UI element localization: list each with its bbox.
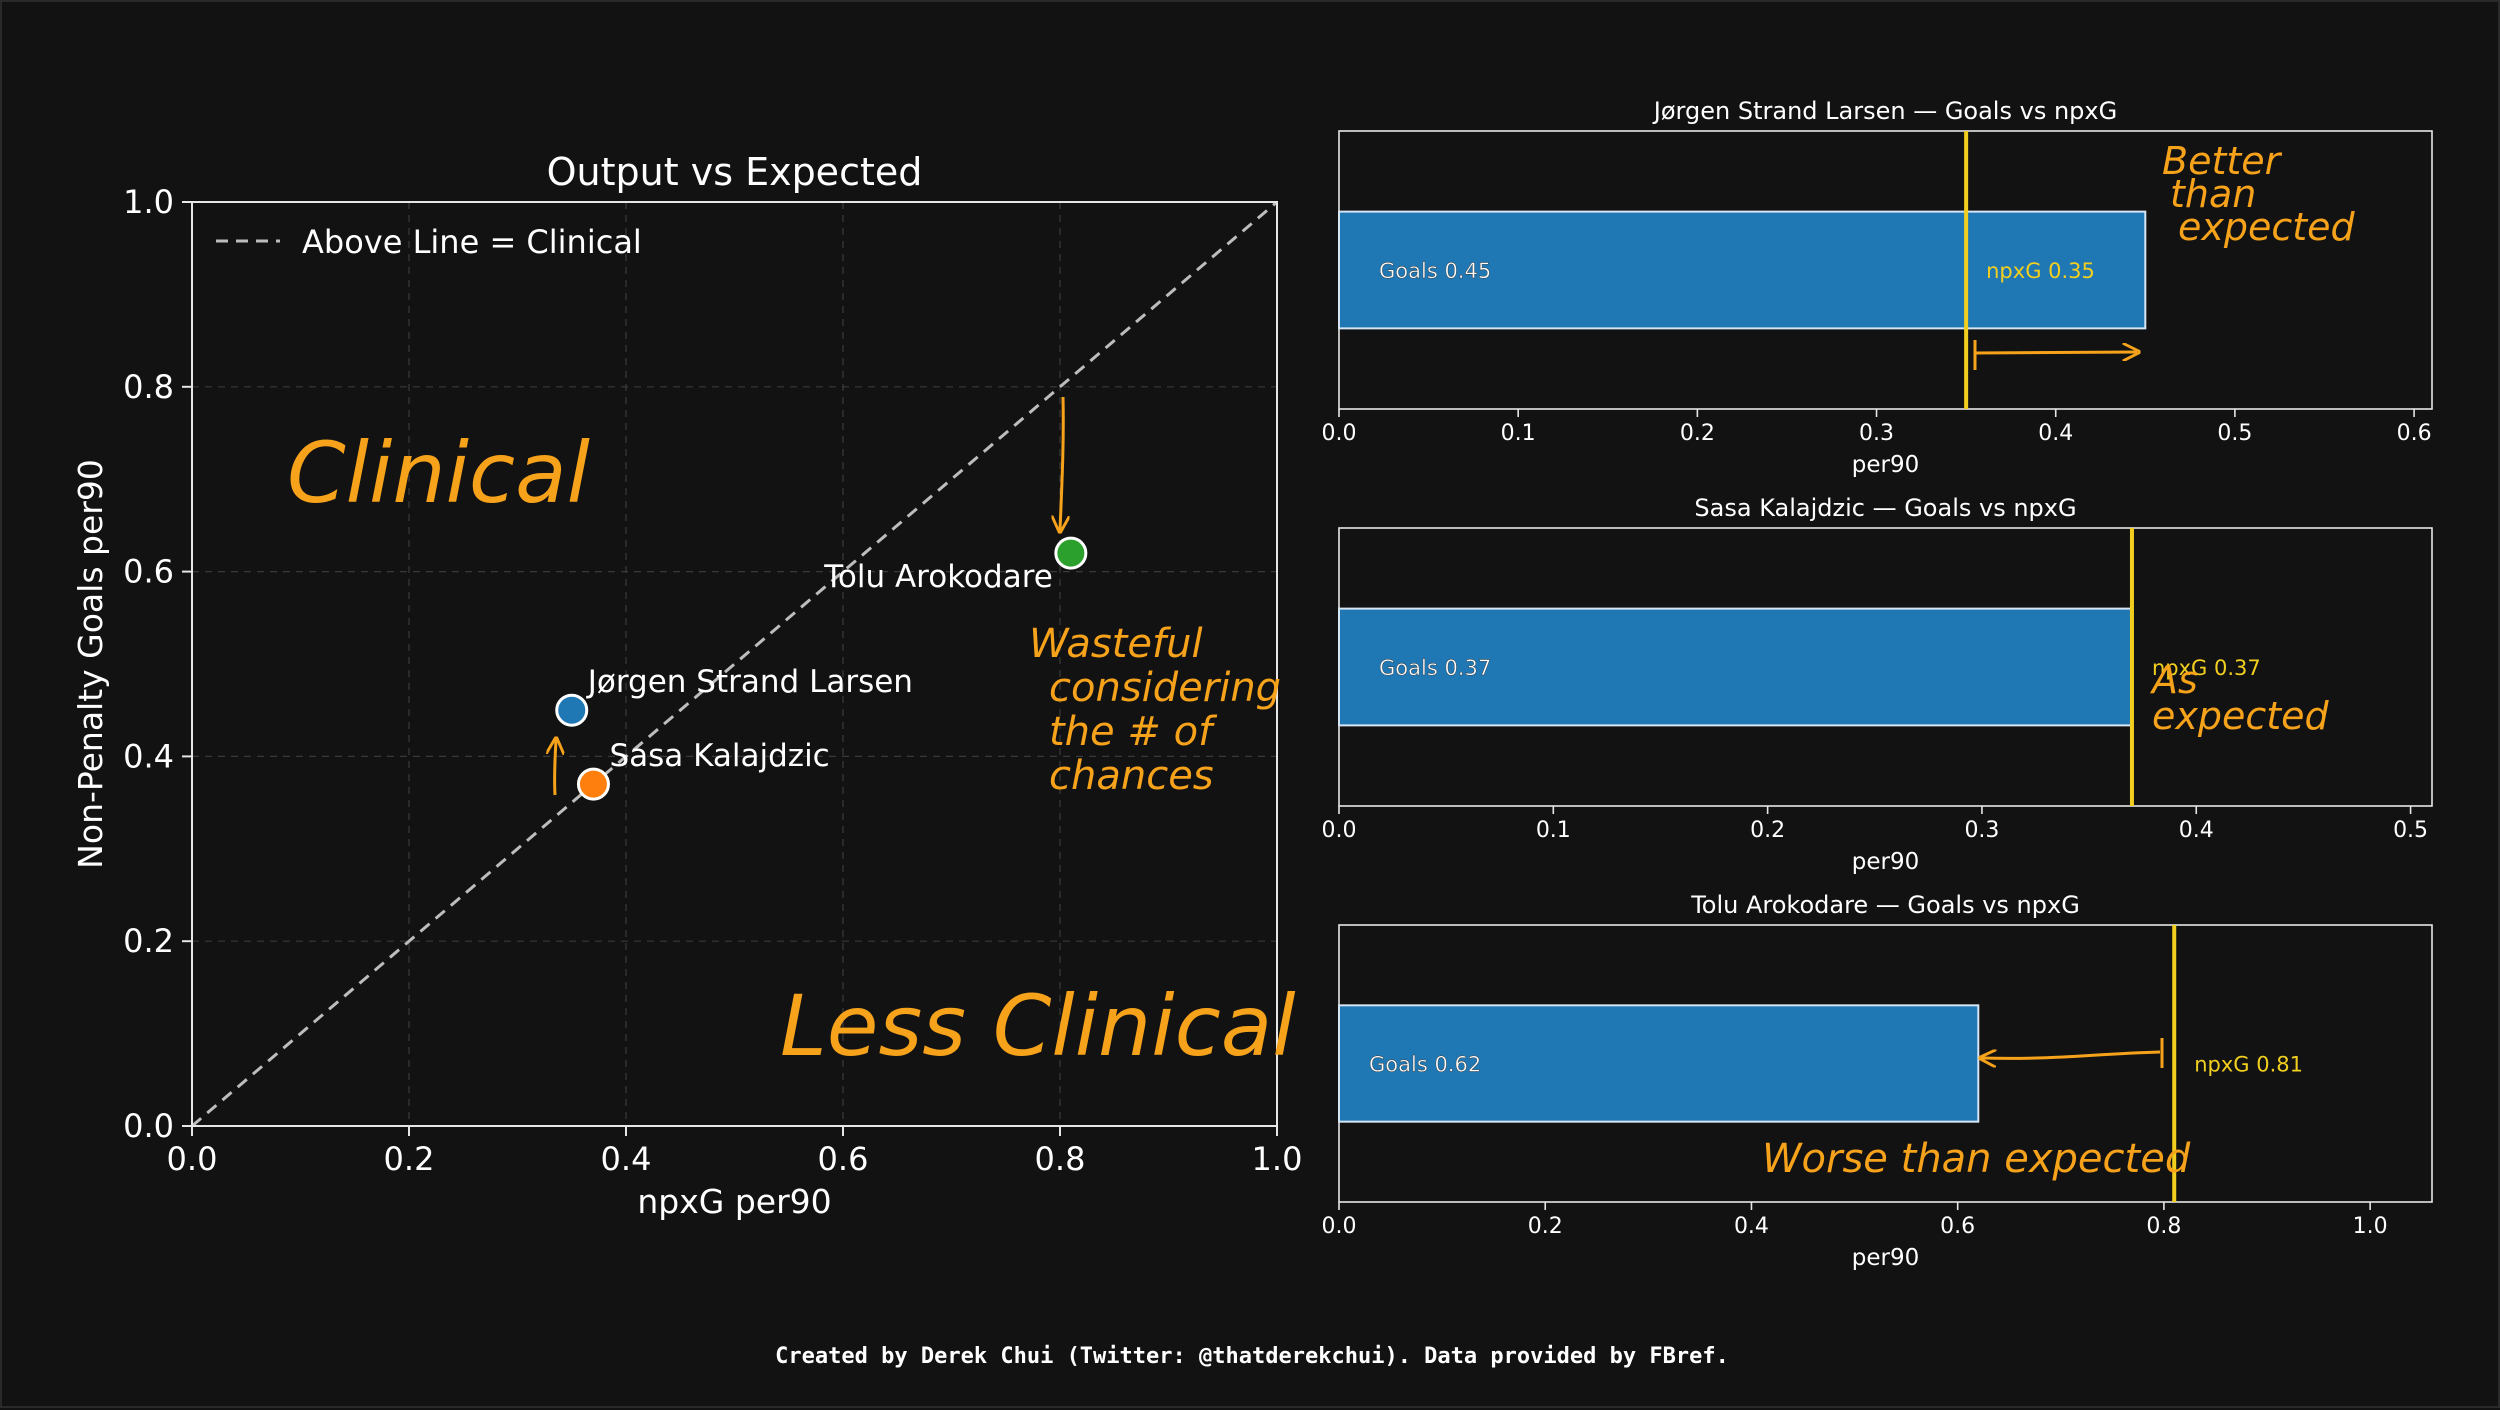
bar-x-tick-label: 0.0 bbox=[1322, 1214, 1357, 1239]
reference-diagonal-line bbox=[191, 200, 1278, 1128]
bar-x-tick-label: 0.6 bbox=[1940, 1214, 1975, 1239]
bar-x-axis-label: per90 bbox=[1852, 849, 1919, 875]
annotation-wasteful: chances bbox=[1049, 753, 1214, 799]
bar-x-tick-label: 0.2 bbox=[1680, 421, 1715, 446]
bar-x-tick-label: 0.0 bbox=[1322, 818, 1357, 843]
bar-x-tick-label: 0.3 bbox=[1964, 818, 1999, 843]
scatter-x-tick-label: 1.0 bbox=[1252, 1140, 1303, 1178]
scatter-y-tick-label: 0.2 bbox=[123, 922, 174, 960]
bar-x-tick-label: 0.8 bbox=[2146, 1214, 2181, 1239]
bar-panel-title: Tolu Arokodare — Goals vs npxG bbox=[1690, 891, 2080, 919]
annotation-wasteful: considering bbox=[1049, 665, 1281, 711]
bar-x-tick-label: 0.5 bbox=[2393, 818, 2428, 843]
bar-annotation: Worse than expected bbox=[1762, 1136, 2191, 1182]
annotation-clinical: Clinical bbox=[287, 424, 590, 522]
bar-x-tick-label: 0.4 bbox=[2038, 421, 2073, 446]
scatter-x-tick-label: 0.4 bbox=[601, 1140, 652, 1178]
npxg-label: npxG 0.35 bbox=[1986, 259, 2095, 283]
annotation-arrow-down bbox=[1060, 396, 1063, 530]
bar-x-axis-label: per90 bbox=[1852, 1245, 1919, 1271]
scatter-point-label: Jørgen Strand Larsen bbox=[586, 664, 913, 700]
goals-bar bbox=[1338, 1004, 1980, 1123]
npxg-label: npxG 0.37 bbox=[2152, 656, 2261, 680]
bar-annotation: than bbox=[2170, 172, 2256, 216]
bar-chart-panel: Goals 0.45 npxG 0.35 0.0 0.1 0.2 0.3 0.4 0.5 0.6… bbox=[1322, 97, 2433, 478]
bar-annotation: expected bbox=[2178, 205, 2356, 249]
bar-x-tick-label: 1.0 bbox=[2353, 1214, 2388, 1239]
annotation-arrow-left bbox=[1982, 1052, 2161, 1058]
annotation-arrow-up bbox=[555, 740, 556, 796]
footer-credit: Created by Derek Chui (Twitter: @thatder… bbox=[775, 1344, 1729, 1369]
scatter-plot-frame bbox=[191, 201, 1278, 1127]
scatter-point-label: Tolu Arokodare bbox=[823, 559, 1053, 595]
annotation-wasteful: Wasteful bbox=[1029, 621, 1203, 667]
scatter-y-tick-label: 0.6 bbox=[123, 553, 174, 591]
scatter-chart: 0.0 0.2 0.4 0.6 0.8 1.0 0.0 0.2 0.4 0.6 0.8 1.0 Outp… bbox=[71, 150, 1302, 1221]
bar-x-tick-label: 0.1 bbox=[1536, 818, 1571, 843]
scatter-title: Output vs Expected bbox=[547, 150, 923, 194]
legend-entry: Above Line = Clinical bbox=[302, 223, 642, 261]
scatter-x-tick-label: 0.6 bbox=[818, 1140, 869, 1178]
bar-x-tick-label: 0.2 bbox=[1750, 818, 1785, 843]
goals-bar bbox=[1338, 607, 2133, 727]
annotation-less-clinical: Less Clinical bbox=[780, 977, 1296, 1075]
bar-panel-title: Jørgen Strand Larsen — Goals vs npxG bbox=[1652, 97, 2117, 125]
annotation-wasteful: the # of bbox=[1049, 709, 1218, 755]
scatter-x-tick-label: 0.0 bbox=[167, 1140, 218, 1178]
scatter-y-tick-label: 0.0 bbox=[123, 1107, 174, 1145]
scatter-y-tick-label: 1.0 bbox=[123, 183, 174, 221]
goals-bar-label: Goals 0.62 bbox=[1369, 1053, 1481, 1077]
npxg-label: npxG 0.81 bbox=[2194, 1053, 2303, 1077]
scatter-x-tick-label: 0.8 bbox=[1035, 1140, 1086, 1178]
scatter-point-label: Sasa Kalajdzic bbox=[609, 738, 829, 774]
scatter-y-tick-label: 0.4 bbox=[123, 737, 174, 775]
bar-x-tick-label: 0.0 bbox=[1322, 421, 1357, 446]
bar-annotation: Better bbox=[2162, 139, 2283, 183]
bar-x-tick-label: 0.4 bbox=[2179, 818, 2214, 843]
scatter-x-tick-label: 0.2 bbox=[384, 1140, 435, 1178]
goals-bar-label: Goals 0.37 bbox=[1379, 656, 1491, 680]
goals-bar-label: Goals 0.45 bbox=[1379, 259, 1491, 283]
bar-chart-panel: Goals 0.62 npxG 0.81 0.0 0.2 0.4 0.6 0.8 1.0 Tol… bbox=[1322, 891, 2433, 1271]
goals-bar bbox=[1338, 210, 2147, 330]
bar-chart-panel: Goals 0.37 npxG 0.37 0.0 0.1 0.2 0.3 0.4 0.5 Sas… bbox=[1322, 494, 2433, 875]
scatter-point bbox=[1054, 536, 1088, 570]
annotation-arrow-right bbox=[1974, 352, 2137, 353]
scatter-point bbox=[555, 693, 589, 727]
scatter-point bbox=[576, 767, 610, 801]
scatter-x-axis-label: npxG per90 bbox=[637, 1182, 831, 1221]
bar-x-tick-label: 0.1 bbox=[1501, 421, 1536, 446]
bar-x-tick-label: 0.6 bbox=[2397, 421, 2432, 446]
scatter-y-tick-label: 0.8 bbox=[123, 368, 174, 406]
scatter-y-axis-label: Non-Penalty Goals per90 bbox=[71, 459, 110, 869]
bar-annotation: expected bbox=[2152, 694, 2330, 738]
bar-x-tick-label: 0.3 bbox=[1859, 421, 1894, 446]
bar-x-tick-label: 0.2 bbox=[1528, 1214, 1563, 1239]
bar-x-axis-label: per90 bbox=[1852, 452, 1919, 478]
bar-x-tick-label: 0.4 bbox=[1734, 1214, 1769, 1239]
bar-x-tick-label: 0.5 bbox=[2217, 421, 2252, 446]
bar-panel-title: Sasa Kalajdzic — Goals vs npxG bbox=[1694, 494, 2076, 522]
bar-annotation: As bbox=[2149, 658, 2198, 702]
